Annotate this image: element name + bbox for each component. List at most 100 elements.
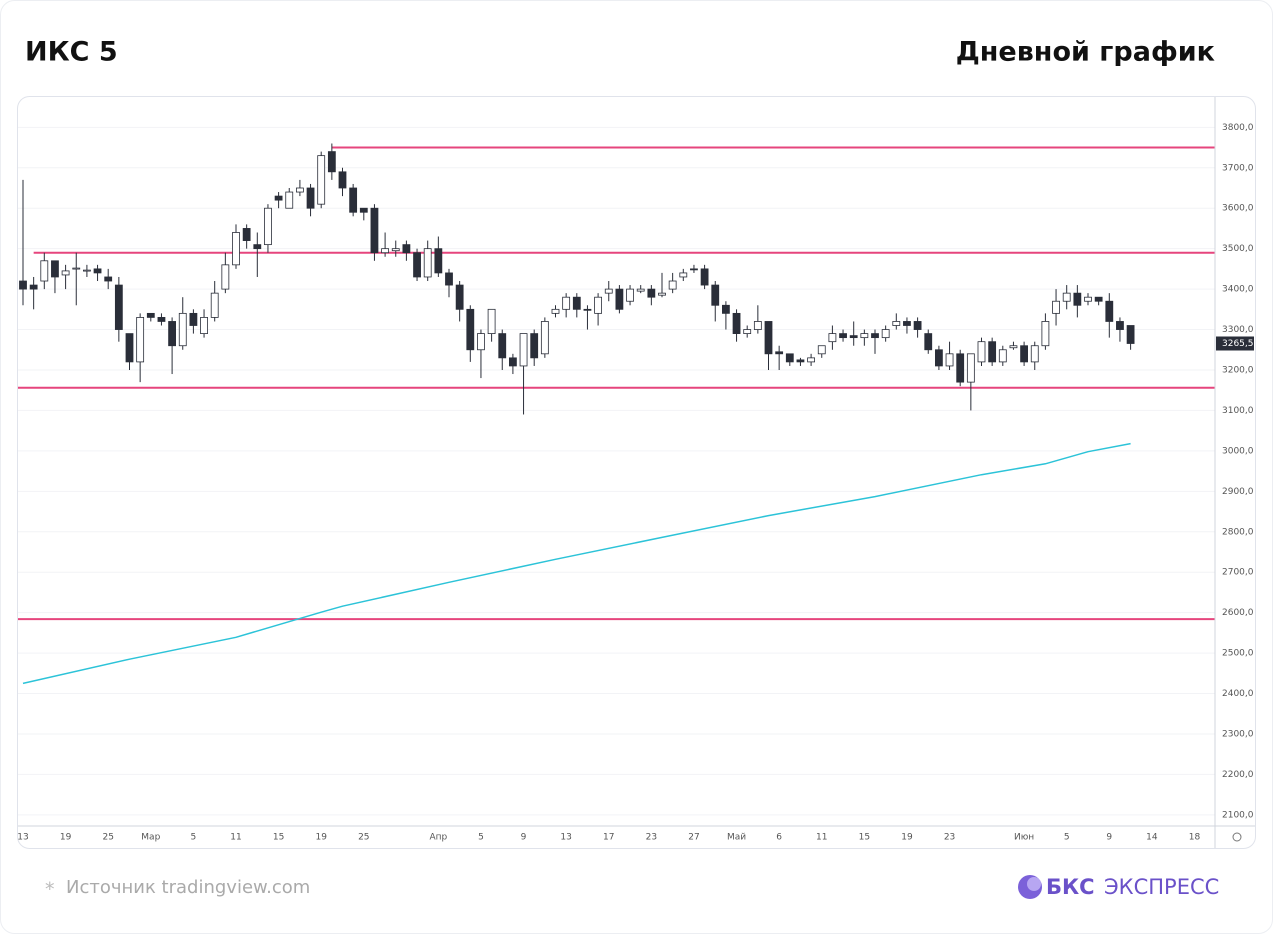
candle-body bbox=[455, 284, 464, 310]
candle-body bbox=[903, 321, 911, 326]
candle-body bbox=[370, 207, 379, 254]
candle-body bbox=[93, 268, 102, 274]
candle-body bbox=[966, 353, 975, 383]
candle-body bbox=[615, 288, 624, 310]
candle-body bbox=[807, 357, 815, 363]
candle-body bbox=[498, 333, 507, 359]
candle-body bbox=[935, 349, 943, 367]
candle-body bbox=[572, 296, 581, 310]
candle-body bbox=[530, 333, 539, 359]
candle-body bbox=[29, 284, 38, 290]
y-tick-label: 3000,0 bbox=[1222, 446, 1254, 456]
candle-body bbox=[977, 341, 986, 363]
x-tick-label: 27 bbox=[688, 833, 699, 843]
candle-body bbox=[1073, 292, 1082, 306]
x-tick-label: 17 bbox=[603, 833, 614, 843]
candle-body bbox=[327, 151, 336, 173]
x-tick-label: 9 bbox=[521, 833, 527, 843]
candle-body bbox=[338, 171, 347, 189]
candle-body bbox=[466, 308, 475, 351]
candle-body bbox=[40, 260, 49, 282]
candle-body bbox=[1052, 300, 1060, 314]
candle-body bbox=[551, 308, 560, 314]
x-tick-label: 19 bbox=[901, 833, 913, 843]
last-price-box bbox=[1216, 336, 1254, 351]
candle-body bbox=[881, 329, 890, 339]
candle-body bbox=[1041, 321, 1050, 347]
candle-body bbox=[828, 333, 837, 343]
candle-body bbox=[647, 288, 656, 298]
candle-body bbox=[264, 207, 272, 246]
candle-body bbox=[391, 248, 400, 252]
candle-body bbox=[157, 317, 166, 322]
x-tick-label: 5 bbox=[191, 833, 197, 843]
subtitle: Дневной график bbox=[956, 37, 1215, 68]
candle-body bbox=[306, 187, 315, 209]
last-price-label: 3265,5 bbox=[1222, 339, 1254, 349]
x-tick-label: 19 bbox=[60, 833, 72, 843]
candle-body bbox=[711, 284, 720, 306]
candle-body bbox=[817, 345, 826, 355]
candle-body bbox=[232, 232, 240, 266]
candle-body bbox=[775, 351, 784, 355]
candle-body bbox=[1084, 296, 1092, 302]
candle-body bbox=[125, 333, 134, 363]
candle-body bbox=[295, 187, 304, 193]
x-tick-label: Июн bbox=[1014, 833, 1034, 843]
y-tick-label: 3100,0 bbox=[1222, 406, 1254, 416]
candle-body bbox=[1094, 296, 1103, 302]
title: ИКС 5 bbox=[25, 37, 118, 68]
y-tick-label: 2100,0 bbox=[1222, 810, 1254, 820]
candle-body bbox=[381, 248, 390, 254]
y-tick-label: 2500,0 bbox=[1222, 649, 1254, 659]
candle-body bbox=[722, 304, 730, 314]
x-tick-label: 9 bbox=[1106, 833, 1112, 843]
candle-body bbox=[785, 353, 794, 363]
y-tick-label: 3700,0 bbox=[1222, 163, 1254, 173]
candle-body bbox=[849, 335, 858, 339]
candle-body bbox=[732, 312, 741, 334]
y-tick-label: 2300,0 bbox=[1222, 729, 1254, 739]
candle-body bbox=[1030, 345, 1039, 363]
y-tick-label: 2800,0 bbox=[1222, 527, 1254, 537]
candle-body bbox=[51, 260, 59, 278]
candle-body bbox=[413, 252, 421, 278]
candle-body bbox=[359, 207, 368, 213]
y-tick-label: 3400,0 bbox=[1222, 285, 1254, 295]
y-tick-label: 3800,0 bbox=[1222, 123, 1254, 133]
candle-body bbox=[860, 333, 869, 339]
x-tick-label: 13 bbox=[17, 833, 28, 843]
y-tick-label: 3200,0 bbox=[1222, 365, 1254, 375]
candle-body bbox=[168, 321, 177, 347]
candle-body bbox=[1105, 300, 1114, 322]
footer-mark: * bbox=[45, 879, 55, 901]
candle-body bbox=[892, 321, 901, 326]
y-tick-label: 2600,0 bbox=[1222, 608, 1254, 618]
brand-bold: БКС bbox=[1046, 875, 1095, 899]
candle-body bbox=[423, 248, 432, 278]
candle-body bbox=[658, 292, 666, 296]
candle-body bbox=[189, 312, 198, 326]
candle-body bbox=[924, 333, 933, 351]
candle-body bbox=[604, 288, 613, 294]
candle-body bbox=[988, 341, 997, 363]
candle-body bbox=[274, 195, 283, 201]
settings-icon[interactable] bbox=[1232, 832, 1242, 842]
candle-body bbox=[1062, 292, 1071, 302]
y-tick-label: 2900,0 bbox=[1222, 487, 1254, 497]
candle-body bbox=[83, 269, 91, 272]
candle-body bbox=[998, 349, 1007, 363]
candle-body bbox=[700, 268, 709, 286]
candle-body bbox=[402, 244, 411, 254]
candle-body bbox=[434, 248, 443, 274]
candle-body bbox=[945, 353, 954, 367]
x-tick-label: 23 bbox=[944, 833, 955, 843]
candle-body bbox=[743, 329, 752, 334]
candle-body bbox=[19, 280, 27, 290]
candle-body bbox=[221, 264, 230, 290]
candle-body bbox=[72, 267, 81, 270]
candle-body bbox=[477, 333, 485, 351]
candle-body bbox=[210, 292, 219, 318]
candle-body bbox=[104, 276, 113, 282]
